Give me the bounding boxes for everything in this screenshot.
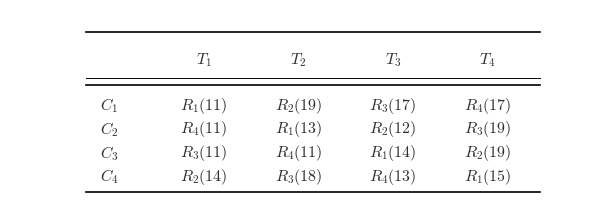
Text: $R_1(15)$: $R_1(15)$ [464,167,511,187]
Text: $C_4$: $C_4$ [100,168,119,187]
Text: $T_1$: $T_1$ [196,52,212,69]
Text: $T_2$: $T_2$ [290,52,307,69]
Text: $R_3(11)$: $R_3(11)$ [180,143,228,163]
Text: $R_2(12)$: $R_2(12)$ [369,120,417,139]
Text: $R_2(19)$: $R_2(19)$ [274,96,322,116]
Text: $R_2(19)$: $R_2(19)$ [464,143,511,163]
Text: $R_4(17)$: $R_4(17)$ [464,96,511,116]
Text: $R_2(14)$: $R_2(14)$ [180,167,228,187]
Text: $T_3$: $T_3$ [385,52,401,69]
Text: $C_3$: $C_3$ [100,144,118,163]
Text: $R_4(11)$: $R_4(11)$ [274,143,322,163]
Text: $R_3(19)$: $R_3(19)$ [464,120,511,139]
Text: $C_2$: $C_2$ [100,120,118,139]
Text: $R_1(13)$: $R_1(13)$ [274,120,322,139]
Text: $R_1(14)$: $R_1(14)$ [369,143,417,163]
Text: $R_3(18)$: $R_3(18)$ [274,167,322,187]
Text: $R_1(11)$: $R_1(11)$ [180,96,228,116]
Text: $C_1$: $C_1$ [100,96,118,115]
Text: $R_4(13)$: $R_4(13)$ [369,167,417,187]
Text: $T_4$: $T_4$ [479,52,496,69]
Text: $R_3(17)$: $R_3(17)$ [369,96,417,116]
Text: $R_4(11)$: $R_4(11)$ [180,120,228,139]
